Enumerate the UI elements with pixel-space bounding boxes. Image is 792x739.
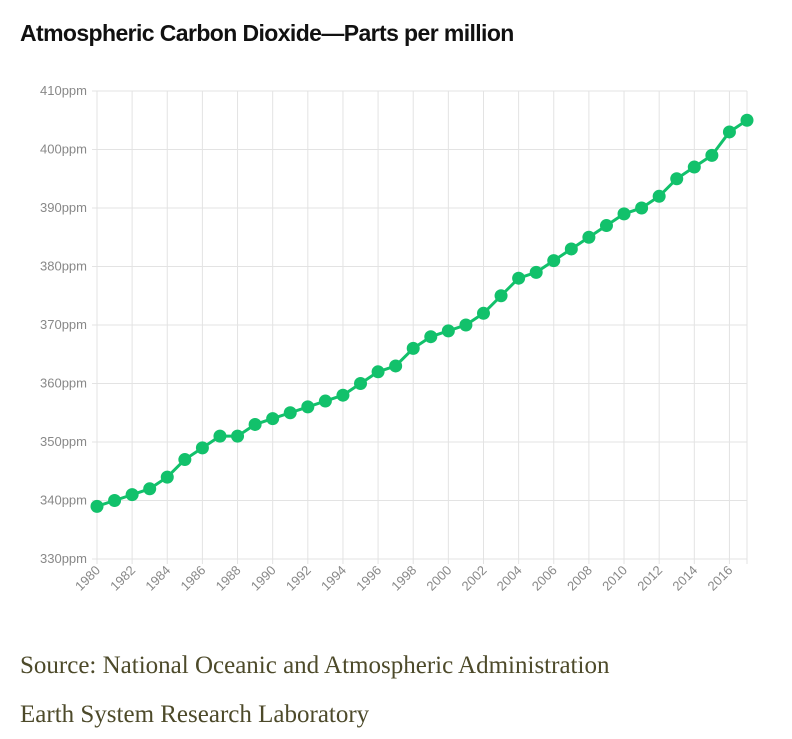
data-point[interactable] [441, 324, 455, 338]
data-point[interactable] [529, 265, 543, 279]
data-point[interactable] [160, 470, 174, 484]
data-point[interactable] [231, 429, 245, 443]
x-tick-label: 1988 [213, 563, 244, 594]
x-tick-label: 2008 [564, 563, 595, 594]
x-tick-label: 1982 [107, 563, 138, 594]
data-point[interactable] [494, 289, 508, 303]
data-point[interactable] [652, 189, 666, 203]
data-point[interactable] [336, 388, 350, 402]
y-tick-label: 370ppm [40, 317, 87, 332]
series-line [96, 119, 748, 508]
data-point[interactable] [301, 400, 315, 414]
x-tick-label: 1998 [388, 563, 419, 594]
data-point[interactable] [318, 394, 332, 408]
grid-lines [92, 90, 748, 564]
data-point[interactable] [125, 488, 139, 502]
co2-line-chart: 330ppm 340ppm 350ppm 360ppm 370ppm 380ppm 390p… [40, 83, 754, 594]
data-point[interactable] [705, 148, 719, 162]
data-point[interactable] [582, 230, 596, 244]
y-axis-ticks: 330ppm 340ppm 350ppm 360ppm 370ppm 380ppm 390p… [40, 83, 87, 566]
y-tick-label: 360ppm [40, 376, 87, 391]
data-point[interactable] [617, 207, 631, 221]
x-tick-label: 2014 [669, 563, 700, 594]
y-tick-label: 390ppm [40, 200, 87, 215]
x-tick-label: 1992 [283, 563, 314, 594]
data-point[interactable] [740, 113, 754, 127]
x-tick-label: 2016 [704, 563, 735, 594]
x-tick-label: 1996 [353, 563, 384, 594]
data-point[interactable] [178, 453, 192, 467]
data-point[interactable] [354, 377, 368, 390]
data-point[interactable] [371, 365, 385, 379]
x-tick-label: 2006 [529, 563, 560, 594]
data-point[interactable] [424, 330, 438, 344]
data-point[interactable] [143, 482, 157, 496]
x-tick-label: 1984 [142, 563, 173, 594]
data-point[interactable] [283, 406, 297, 420]
y-tick-label: 410ppm [40, 83, 87, 98]
data-point[interactable] [687, 160, 701, 174]
data-point[interactable] [635, 201, 649, 215]
source-note: Source: National Oceanic and Atmospheric… [20, 641, 609, 739]
x-tick-label: 2012 [634, 563, 665, 594]
data-point[interactable] [476, 306, 490, 320]
x-tick-label: 1980 [72, 563, 103, 594]
data-point[interactable] [195, 441, 209, 455]
data-point[interactable] [512, 271, 526, 285]
data-point[interactable] [108, 494, 122, 507]
x-tick-label: 1994 [318, 563, 349, 594]
data-point[interactable] [670, 172, 684, 186]
y-tick-label: 350ppm [40, 434, 87, 449]
chart-title: Atmospheric Carbon Dioxide—Parts per mil… [20, 20, 514, 46]
data-point[interactable] [547, 254, 561, 268]
x-axis-ticks: 1980 1982 1984 1986 1988 1990 1992 1994 1996 1998… [72, 563, 735, 594]
data-point[interactable] [90, 499, 104, 513]
x-tick-label: 2002 [459, 563, 490, 594]
x-tick-label: 2010 [599, 563, 630, 594]
y-tick-label: 330ppm [40, 551, 87, 566]
x-tick-label: 1986 [177, 563, 208, 594]
x-tick-label: 1990 [248, 563, 279, 594]
data-point[interactable] [266, 412, 280, 426]
data-point[interactable] [564, 242, 578, 256]
data-point[interactable] [248, 417, 262, 431]
data-point[interactable] [599, 219, 613, 233]
x-tick-label: 2000 [423, 563, 454, 594]
data-point[interactable] [406, 341, 420, 355]
data-point[interactable] [213, 429, 227, 443]
y-tick-label: 340ppm [40, 493, 87, 508]
source-line-1: Source: National Oceanic and Atmospheric… [20, 652, 610, 679]
x-tick-label: 2004 [494, 563, 525, 594]
data-point[interactable] [722, 125, 736, 139]
data-point[interactable] [459, 318, 473, 332]
y-tick-label: 380ppm [40, 259, 87, 274]
data-points [90, 113, 754, 513]
data-point[interactable] [389, 359, 403, 373]
source-line-2: Earth System Research Laboratory [20, 701, 370, 728]
y-tick-label: 400ppm [40, 142, 87, 157]
